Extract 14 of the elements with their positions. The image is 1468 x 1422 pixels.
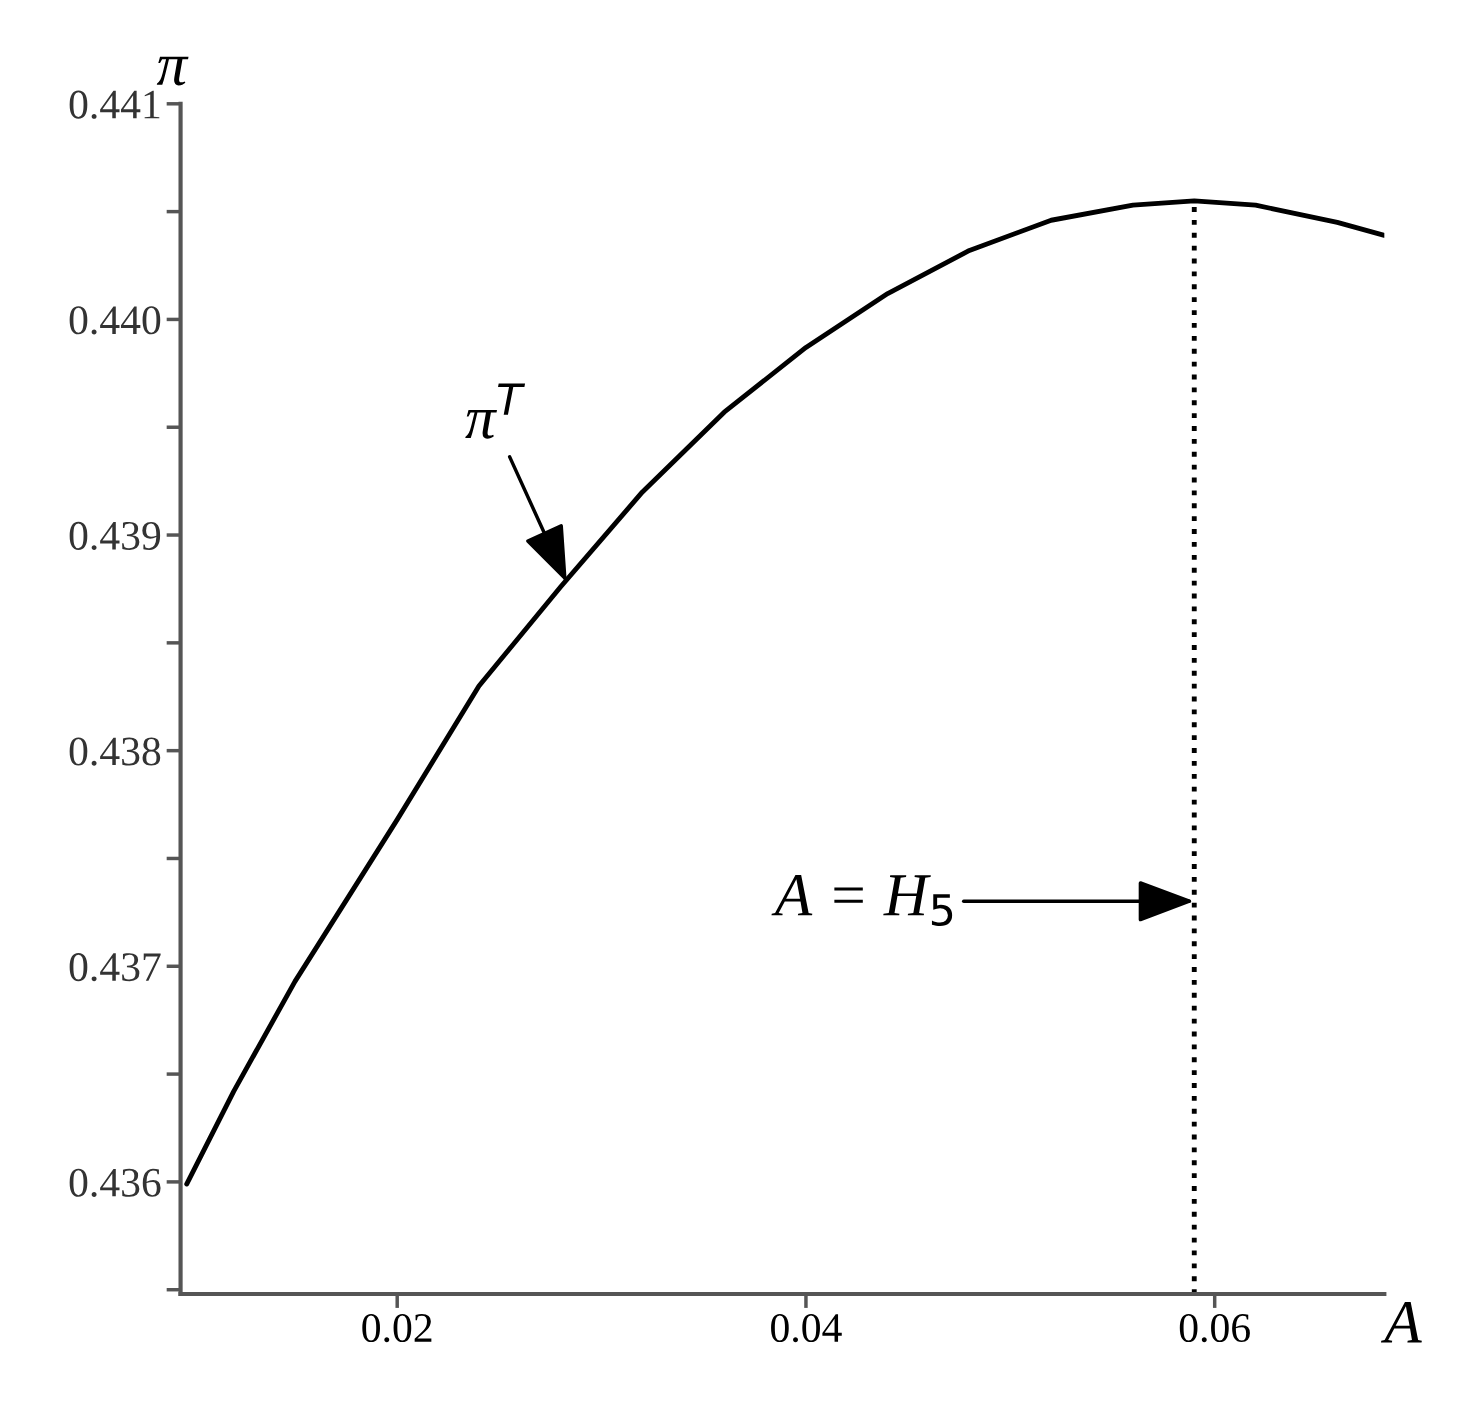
y-tick-label: 0.441 [69, 90, 160, 119]
x-tick-label: 0.04 [771, 1313, 842, 1343]
y-tick-label: 0.437 [69, 953, 161, 982]
y-tick-label: 0.440 [69, 306, 161, 335]
ref-line-label: A = H$_{5}$ [771, 875, 953, 926]
line-series [184, 198, 1385, 1187]
y-tick-label: 0.438 [69, 737, 161, 766]
y-tick-label: 0.436 [69, 1168, 161, 1197]
x-tick-label: 0.06 [1179, 1313, 1250, 1343]
y-tick-label: 0.439 [69, 521, 161, 551]
x-tick-label: 0.02 [362, 1313, 432, 1343]
annotation: π$^{T}$ [465, 383, 526, 439]
y-axis-title: π [156, 56, 189, 86]
x-axis-title: A [1380, 1302, 1422, 1343]
